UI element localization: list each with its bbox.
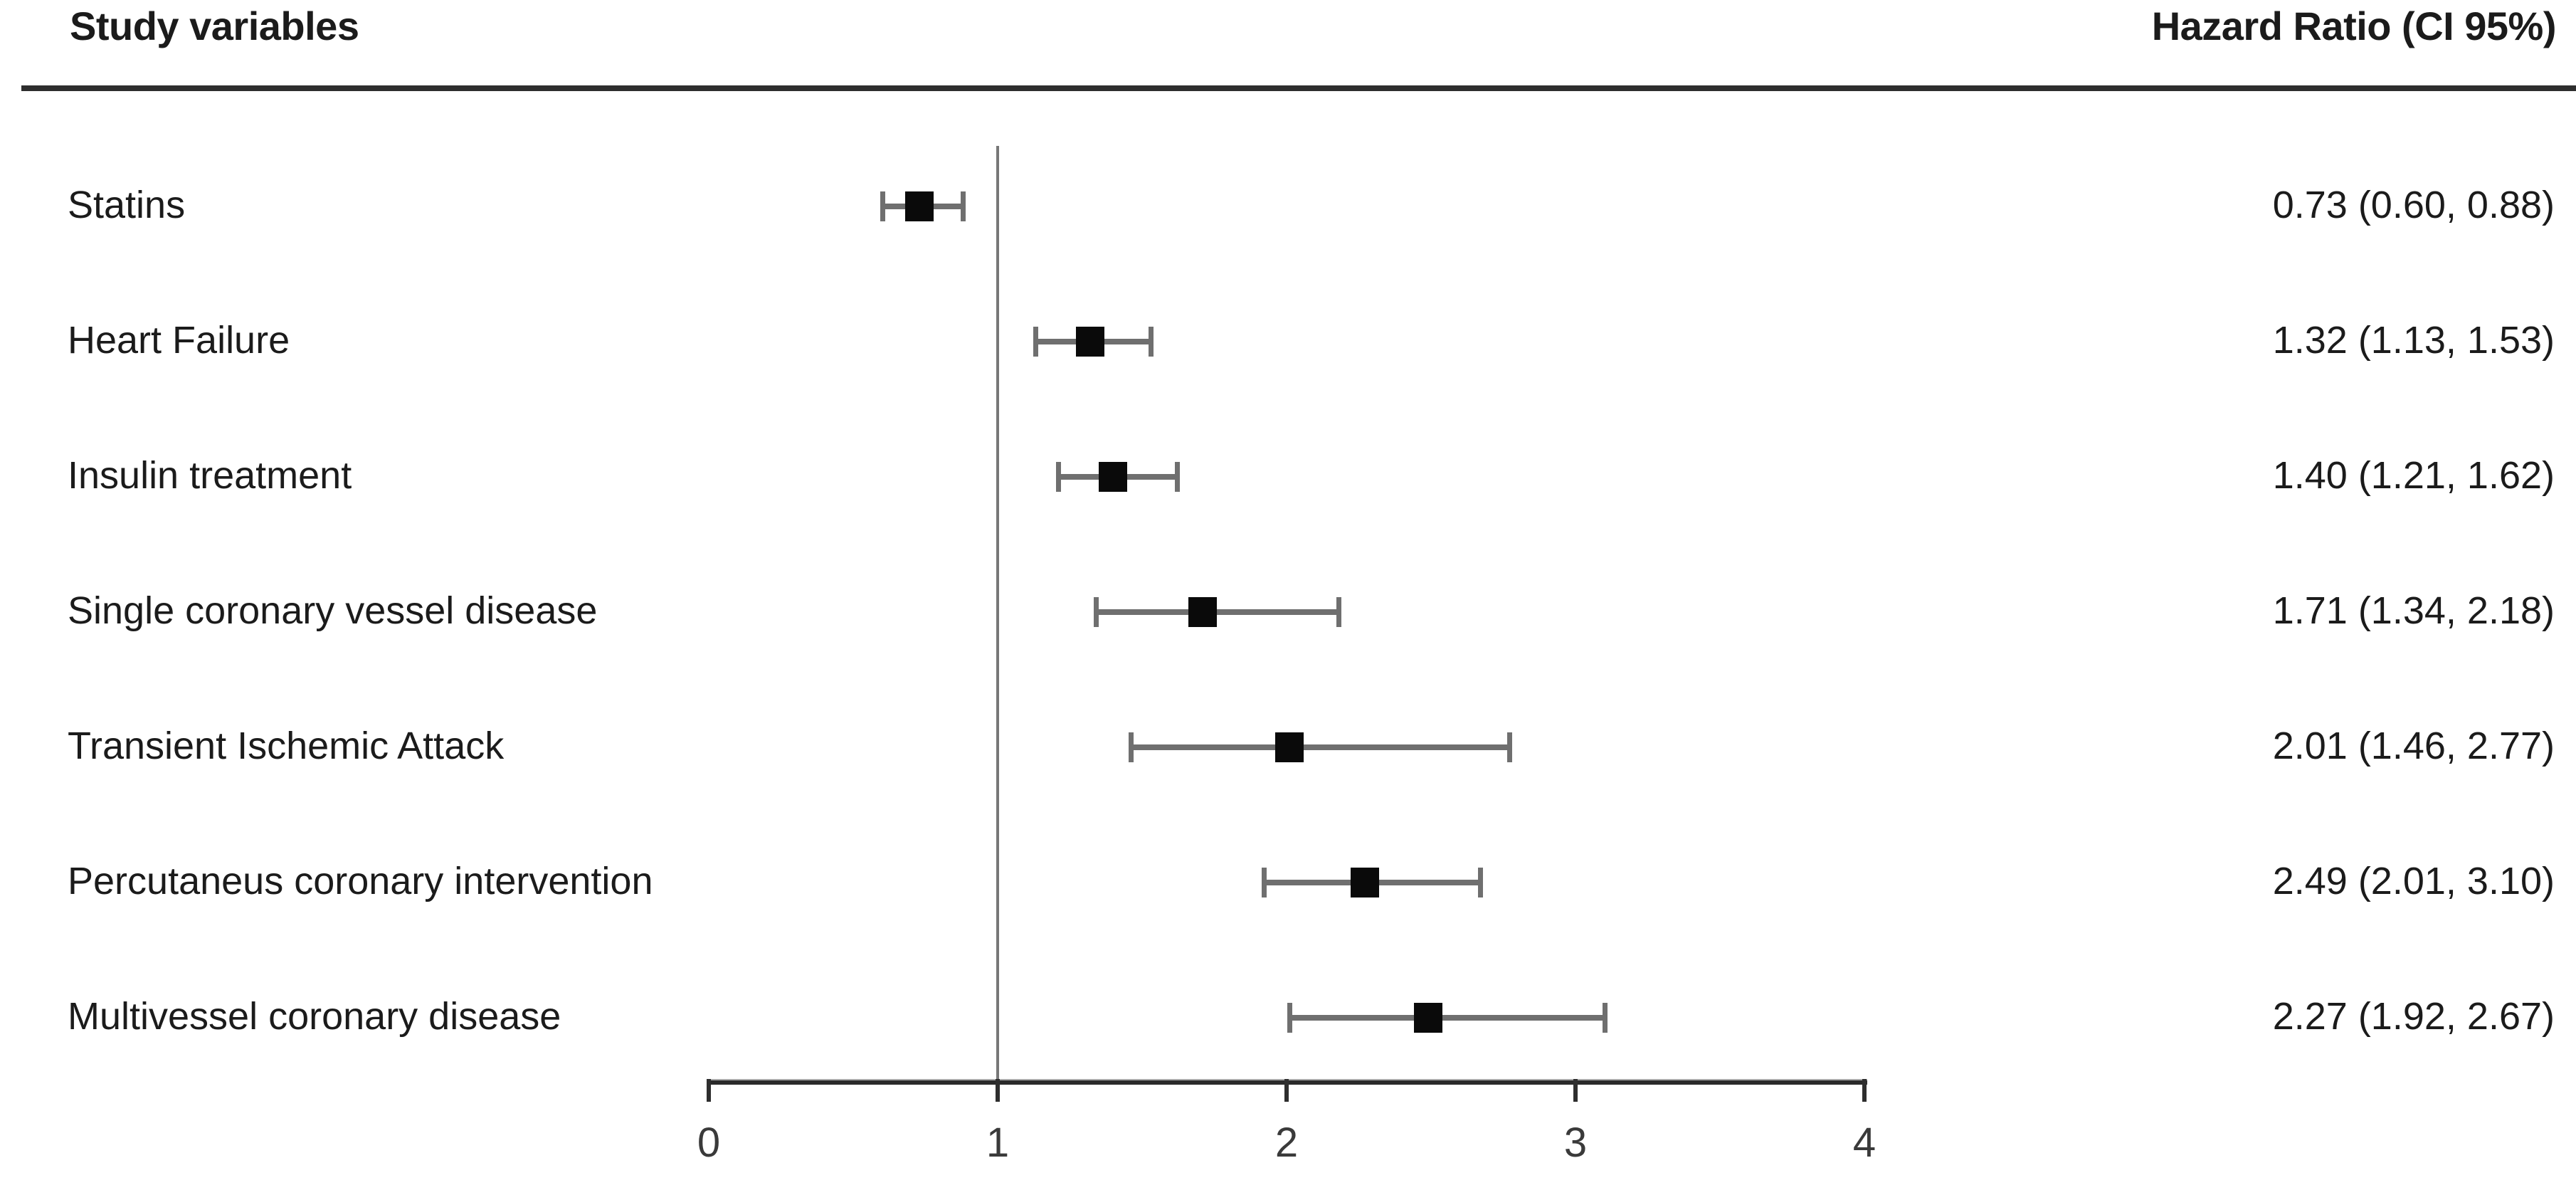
hr-point-marker: [1188, 597, 1218, 627]
ci-cap-high: [1602, 1003, 1608, 1033]
hr-point-marker: [905, 191, 934, 221]
ci-cap-low: [880, 191, 885, 221]
ci-cap-low: [1033, 327, 1038, 357]
ci-cap-low: [1261, 868, 1267, 897]
row-hazard-ratio-value: 0.73 (0.60, 0.88): [2272, 184, 2555, 226]
x-axis-tick-label-4: 4: [1852, 1120, 1876, 1166]
hr-point-marker: [1275, 732, 1304, 762]
ci-cap-high: [1478, 868, 1484, 897]
row-label: Single coronary vessel disease: [68, 589, 598, 632]
ci-cap-high: [1174, 462, 1180, 492]
row-hazard-ratio-value: 2.27 (1.92, 2.67): [2272, 995, 2555, 1038]
ci-cap-low: [1287, 1003, 1293, 1033]
row-label: Insulin treatment: [68, 454, 352, 497]
ci-bar: [1289, 1015, 1605, 1021]
x-axis-tick-3: [1573, 1079, 1578, 1102]
row-label: Heart Failure: [68, 319, 290, 362]
ci-cap-low: [1128, 732, 1134, 762]
ci-cap-high: [1506, 732, 1512, 762]
row-hazard-ratio-value: 2.01 (1.46, 2.77): [2272, 725, 2555, 767]
row-label: Percutaneus coronary intervention: [68, 860, 653, 902]
x-axis-tick-2: [1284, 1079, 1289, 1102]
reference-line-x1: [996, 146, 999, 1079]
ci-cap-low: [1094, 597, 1099, 627]
row-label: Transient Ischemic Attack: [68, 725, 505, 767]
x-axis-tick-4: [1862, 1079, 1867, 1102]
hr-point-marker: [1413, 1003, 1442, 1033]
x-axis-tick-label-0: 0: [697, 1120, 721, 1166]
column-header-study-variables: Study variables: [70, 4, 359, 48]
column-header-hazard-ratio: Hazard Ratio (CI 95%): [2151, 4, 2557, 48]
ci-cap-low: [1056, 462, 1062, 492]
x-axis-tick-1: [996, 1079, 1000, 1102]
x-axis-tick-label-1: 1: [986, 1120, 1010, 1166]
row-hazard-ratio-value: 2.49 (2.01, 3.10): [2272, 860, 2555, 902]
row-label: Statins: [68, 184, 186, 226]
x-axis-tick-label-3: 3: [1563, 1120, 1588, 1166]
ci-cap-high: [1149, 327, 1154, 357]
row-hazard-ratio-value: 1.40 (1.21, 1.62): [2272, 454, 2555, 497]
ci-cap-high: [1336, 597, 1342, 627]
ci-bar: [1130, 744, 1509, 750]
x-axis-tick-0: [707, 1079, 711, 1102]
header-divider-line: [21, 85, 2576, 91]
ci-cap-high: [961, 191, 966, 221]
x-axis-tick-label-2: 2: [1274, 1120, 1299, 1166]
row-label: Multivessel coronary disease: [68, 995, 561, 1038]
hr-point-marker: [1350, 868, 1379, 897]
row-hazard-ratio-value: 1.71 (1.34, 2.18): [2272, 589, 2555, 632]
hr-point-marker: [1099, 462, 1128, 492]
row-hazard-ratio-value: 1.32 (1.13, 1.53): [2272, 319, 2555, 362]
ci-bar: [1096, 609, 1339, 615]
hr-point-marker: [1075, 327, 1104, 357]
